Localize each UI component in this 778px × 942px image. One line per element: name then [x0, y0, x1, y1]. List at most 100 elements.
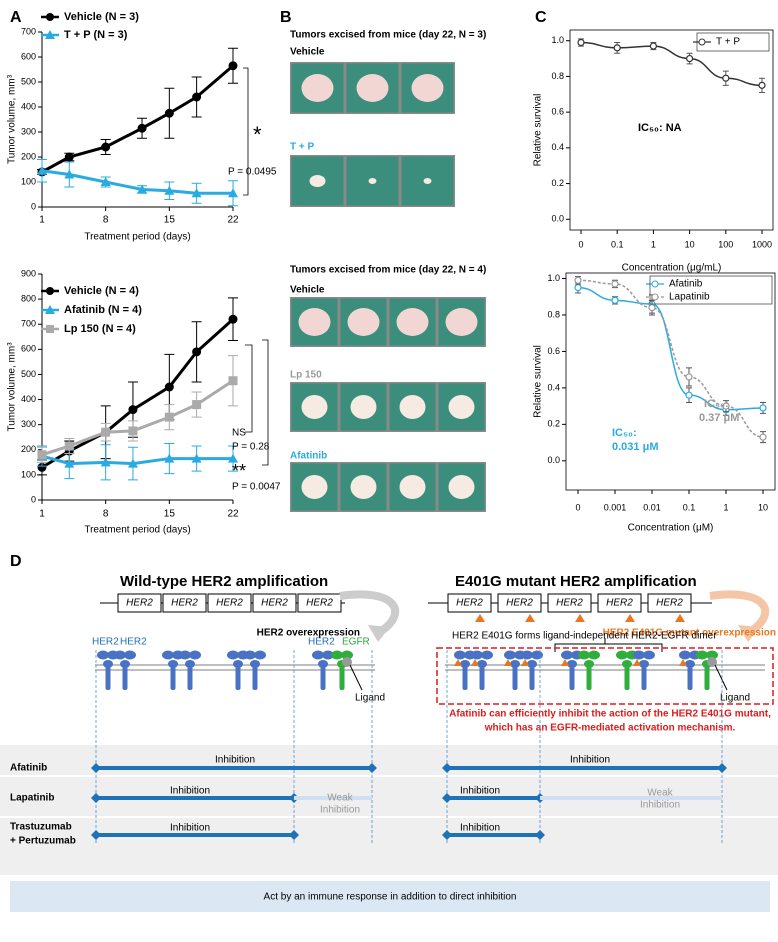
marker [611, 296, 619, 304]
ligand-label: Ligand [355, 693, 385, 704]
mutation-marker [679, 659, 687, 666]
receptor [512, 666, 518, 690]
significance-bracket [243, 67, 249, 196]
receptor [454, 650, 466, 660]
panel-label: A [10, 9, 22, 26]
receptor [685, 660, 695, 668]
y-tick-label: 0.2 [547, 419, 560, 429]
marker [127, 458, 138, 468]
marker [722, 74, 730, 82]
x-tick-label: 1000 [752, 239, 772, 249]
annotation: * [253, 122, 262, 147]
legend-marker [45, 30, 55, 39]
ligand [707, 657, 717, 667]
y-tick-label: 300 [21, 126, 36, 136]
receptor [479, 666, 485, 690]
marker [37, 462, 47, 472]
receptor [531, 650, 543, 660]
diagram-title: Wild-type HER2 amplification [120, 573, 328, 590]
photo-row-label: T + P [290, 142, 315, 153]
mutation-marker [675, 614, 685, 622]
effect-label: Inhibition [170, 823, 210, 834]
y-tick-label: 700 [21, 26, 36, 36]
y-tick-label: 0.8 [547, 309, 560, 319]
effect-label: Inhibition [460, 786, 500, 797]
tumor [309, 175, 326, 187]
receptor [460, 660, 470, 668]
legend-label: T + P [716, 37, 740, 48]
diagram-title: E401G mutant HER2 amplification [455, 573, 697, 590]
arrow [339, 590, 400, 636]
x-tick-label: 10 [758, 502, 768, 512]
x-tick-label: 1 [39, 215, 45, 226]
y-tick-label: 1.0 [551, 35, 564, 45]
y-tick-label: 0.0 [551, 214, 564, 224]
arrowhead [738, 625, 760, 642]
marker [685, 373, 693, 381]
marker [137, 123, 147, 133]
receptor [187, 666, 193, 690]
marker [100, 177, 111, 186]
marker [164, 185, 175, 195]
x-tick-label: 0.01 [643, 502, 661, 512]
receptor [322, 650, 334, 660]
legend-marker [651, 280, 659, 288]
receptor [168, 660, 178, 668]
plot-frame [565, 272, 776, 491]
receptor [235, 666, 241, 690]
receptor [114, 650, 126, 660]
receptor [318, 660, 328, 668]
tumor [396, 308, 429, 336]
series-line [580, 41, 763, 87]
x-tick-label: 8 [103, 215, 109, 226]
overexpression-label: HER2 E401G mutant overexpression [603, 628, 776, 639]
x-axis-label: Treatment period (days) [84, 525, 190, 536]
significance-bracket [262, 339, 269, 466]
bar-end [442, 763, 452, 773]
receptor [521, 650, 533, 660]
receptor [320, 666, 326, 690]
y-tick-label: 400 [21, 394, 36, 404]
tumor [298, 308, 331, 336]
tumor [445, 308, 478, 336]
gene-box [297, 593, 342, 613]
y-tick-label: 100 [21, 469, 36, 479]
receptor [120, 660, 130, 668]
tumor [448, 395, 475, 419]
gene-label: HER2 [171, 598, 198, 609]
y-tick-label: 0.4 [551, 142, 564, 152]
y-tick-label: 100 [21, 176, 36, 186]
legend-label: Lp 150 (N = 4) [64, 323, 136, 335]
x-tick-label: 8 [103, 509, 109, 520]
gene-box [547, 593, 592, 613]
gene-label: HER2 [126, 598, 153, 609]
bar-end [91, 830, 101, 840]
annotation: P = 0.28 [232, 442, 270, 453]
receptor [622, 660, 632, 668]
receptor [639, 660, 649, 668]
marker [128, 405, 138, 415]
tumor [301, 395, 328, 419]
receptor-label: HER2 [92, 637, 119, 648]
legend-label: Vehicle (N = 4) [64, 285, 139, 297]
marker [164, 453, 175, 463]
tumor [423, 178, 432, 184]
receptor [633, 650, 645, 660]
annotation: NS [232, 428, 246, 439]
receptor [233, 660, 243, 668]
legend-marker [45, 305, 55, 314]
receptor [696, 650, 708, 660]
legend-label: Lapatinib [669, 292, 710, 303]
receptor [679, 650, 691, 660]
receptor [185, 660, 195, 668]
receptor [462, 666, 468, 690]
gene-box [117, 593, 162, 613]
receptor [471, 650, 483, 660]
photo-row-label: Vehicle [290, 47, 325, 58]
gene-label: HER2 [306, 598, 333, 609]
receptor [244, 650, 256, 660]
marker [228, 314, 238, 324]
effect-label: Inhibition [320, 805, 360, 816]
receptor-label: EGFR [342, 637, 370, 648]
dimer-note: HER2 E401G forms ligand-independent HER2… [452, 631, 717, 642]
